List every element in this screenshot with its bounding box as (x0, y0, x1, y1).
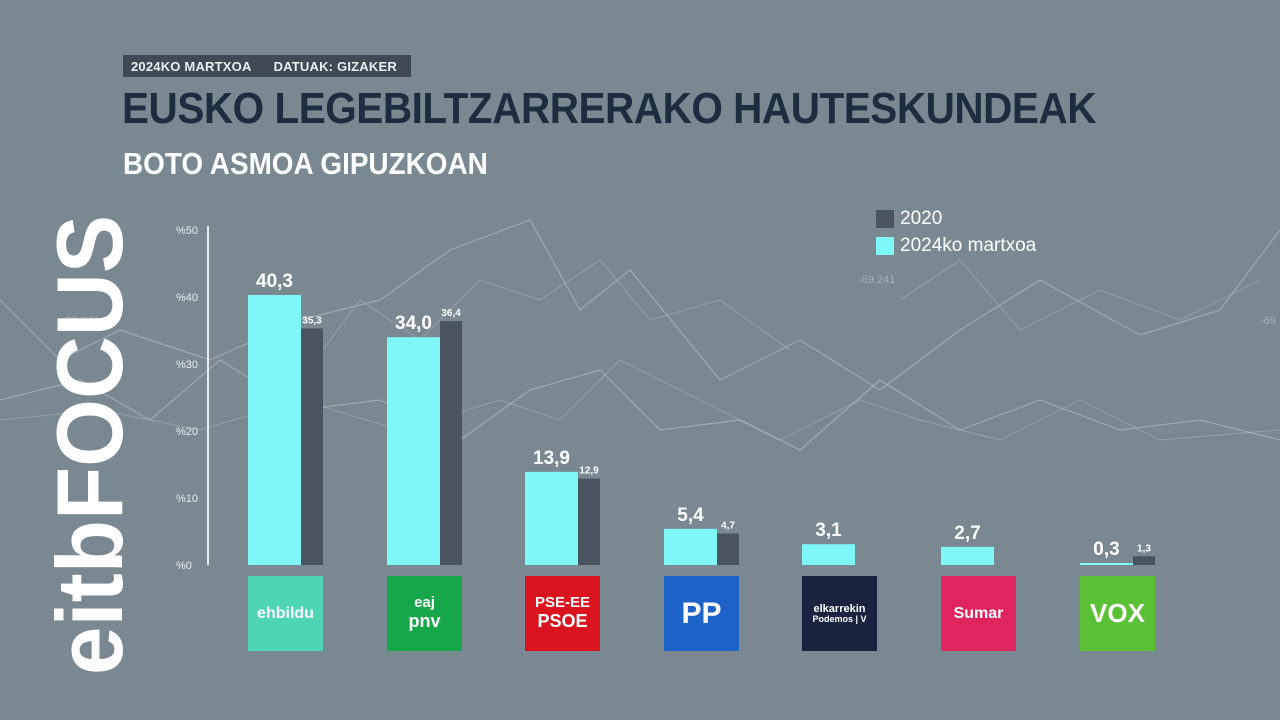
bar-value-label-2024: 2,7 (954, 523, 980, 544)
party-logo-text: PSOE (537, 610, 588, 631)
svg-text:eitbFOCUS: eitbFOCUS (37, 215, 142, 675)
bar-2024 (387, 337, 440, 565)
party-logo-text: elkarrekin (813, 602, 866, 615)
party-logo-text: PP (681, 597, 722, 630)
bar-value-label-2020: 1,3 (1137, 543, 1151, 554)
legend-item: 2024ko martxoa (876, 232, 1036, 259)
psoe-logo: PSE-EE PSOE (525, 576, 600, 651)
party-logo-text: PSE-EE (534, 594, 591, 612)
party-logo-text: ehbildu (257, 604, 314, 622)
elkarrekin-logo: elkarrekin Podemos | V (802, 576, 877, 651)
sumar-logo: Sumar (941, 576, 1016, 651)
bar-value-label-2024: 0,3 (1093, 539, 1119, 560)
party-logo-text: pnv (408, 610, 441, 631)
bar-value-label-2024: 13,9 (533, 448, 570, 469)
bar-2024 (802, 544, 855, 565)
pnv-logo: eaj pnv (387, 576, 462, 651)
page-title: EUSKO LEGEBILTZARRERAKO HAUTESKUNDEAK (122, 84, 1097, 133)
bar-value-label-2024: 5,4 (677, 505, 704, 526)
bar-2024 (664, 528, 717, 565)
bar-2020 (578, 478, 600, 565)
decor-number: -69.241 (858, 274, 895, 286)
y-tick-label: %20 (176, 426, 198, 438)
y-tick-label: %10 (176, 493, 198, 505)
vox-logo: VOX (1080, 576, 1155, 651)
ehbildu-logo: ehbildu (248, 576, 323, 651)
bar-2020 (717, 533, 739, 565)
pp-logo: PP (664, 576, 739, 651)
y-tick-label: %50 (176, 225, 198, 237)
bar-value-label-2020: 12,9 (579, 466, 599, 477)
y-tick-label: %30 (176, 359, 198, 371)
bar-2020 (1133, 556, 1155, 565)
bar-2024 (1080, 562, 1133, 565)
party-logo-text: VOX (1090, 598, 1145, 629)
chart-legend: 2020 2024ko martxoa (876, 205, 1036, 259)
bar-value-label-2024: 34,0 (395, 313, 432, 334)
y-tick-label: %40 (176, 292, 198, 304)
bar-2020 (440, 321, 462, 565)
bar-2024 (248, 294, 301, 565)
bar-value-label-2024: 40,3 (256, 271, 293, 292)
source-tag: DATUAK: GIZAKER (273, 58, 397, 74)
date-tag: 2024KO MARTXOA (131, 58, 252, 74)
bar-value-label-2020: 4,7 (721, 521, 735, 532)
party-logo-text: eaj (414, 594, 435, 612)
decor-number: -69 (1260, 315, 1276, 327)
bar-value-label-2024: 3,1 (815, 520, 842, 541)
legend-label: 2024ko martxoa (900, 234, 1037, 256)
legend-swatch-2024 (876, 236, 894, 255)
legend-swatch-2020 (876, 209, 894, 228)
bar-2024 (525, 471, 578, 565)
decor-number: -69.241 (62, 315, 99, 327)
page-subtitle: BOTO ASMOA GIPUZKOAN (123, 146, 488, 181)
bar-value-label-2020: 36,4 (441, 308, 461, 319)
party-logo-text: Podemos | V (812, 613, 867, 624)
bar-value-label-2020: 35,3 (302, 315, 322, 326)
bar-2020 (301, 328, 323, 565)
eitb-focus-logo: eitbFOCUS (37, 215, 142, 675)
bar-2024 (941, 546, 994, 565)
legend-label: 2020 (900, 207, 943, 229)
info-tags: 2024KO MARTXOA DATUAK: GIZAKER (123, 55, 411, 77)
party-logo-text: Sumar (953, 604, 1004, 622)
y-tick-label: %0 (176, 560, 192, 572)
legend-item: 2020 (876, 205, 1036, 232)
